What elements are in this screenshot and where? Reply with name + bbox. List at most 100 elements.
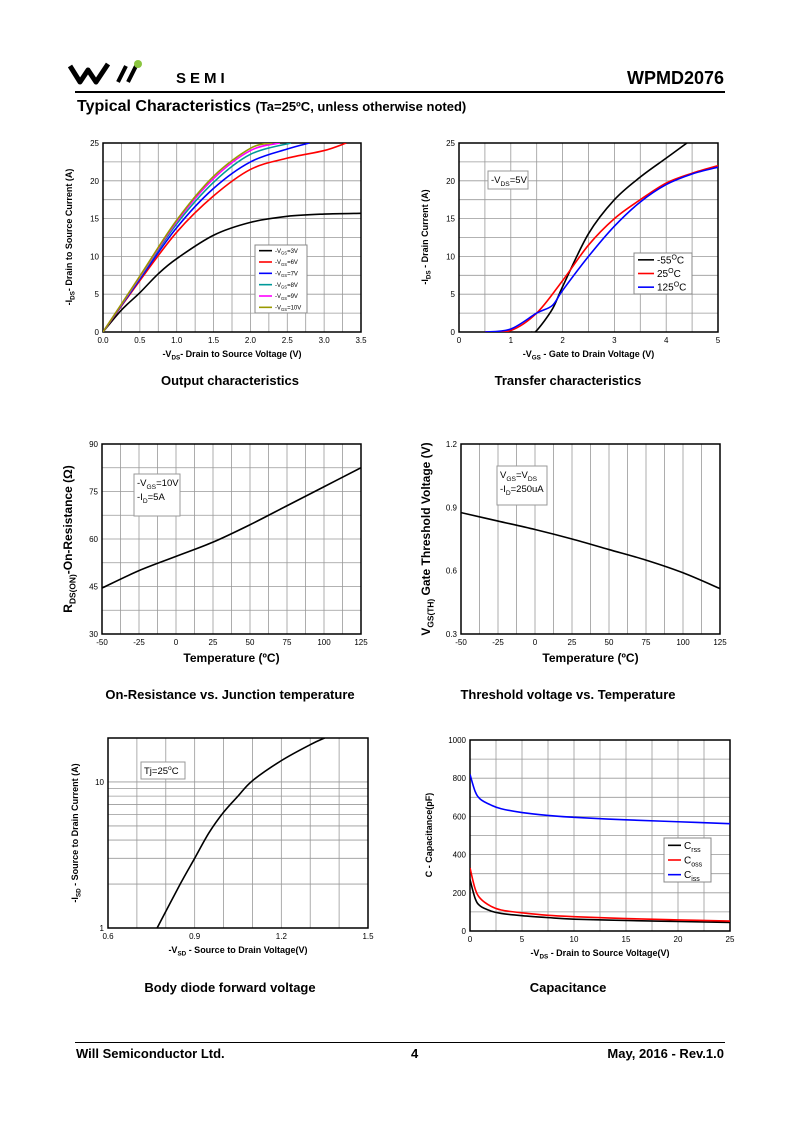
text-segment: - Drain Current (A) — [420, 189, 430, 270]
legend-entry: -VGS​=9V — [275, 294, 298, 301]
x-tick-label: 0.6 — [102, 932, 114, 941]
text-segment: -V — [530, 948, 539, 958]
y-tick-label: 20 — [446, 177, 455, 186]
series-line — [484, 164, 718, 332]
x-tick-label: 2 — [560, 336, 565, 345]
y-tick-label: 30 — [89, 630, 98, 639]
text-segment: -I — [500, 484, 506, 495]
y-tick-label: 20 — [90, 177, 99, 186]
x-tick-label: -50 — [455, 638, 467, 647]
condition-box — [487, 170, 529, 190]
x-tick-label: -50 — [96, 638, 108, 647]
x-tick-label: 25 — [568, 638, 577, 647]
text-segment: O — [674, 282, 680, 289]
text-segment: -V — [137, 478, 147, 489]
text-segment: C — [684, 841, 691, 852]
text-segment: =3V — [287, 249, 298, 255]
x-tick-label: 2.5 — [282, 336, 294, 345]
series-line — [103, 143, 273, 332]
text-segment: GS — [281, 296, 287, 301]
header-divider — [75, 91, 725, 93]
text-segment: -V — [275, 305, 281, 311]
footer-company: Will Semiconductor Ltd. — [76, 1046, 225, 1061]
text-segment: =5V — [510, 175, 528, 186]
caption-threshold: Threshold voltage vs. Temperature — [460, 687, 676, 702]
x-tick-label: 75 — [283, 638, 292, 647]
text-segment: Tj=25 — [144, 766, 168, 777]
y-tick-label: 0.6 — [446, 567, 458, 576]
text-segment: C — [677, 255, 684, 266]
text-segment: - Drain to Source Current (A) — [64, 169, 74, 292]
text-segment: =5A — [148, 492, 166, 503]
x-tick-label: 0 — [174, 638, 179, 647]
text-segment: o — [168, 765, 172, 772]
y-axis-label: C - Capacitance(pF) — [424, 793, 434, 878]
plot-frame — [458, 142, 719, 333]
text-segment: -I — [70, 897, 80, 903]
footer-date-rev: May, 2016 - Rev.1.0 — [607, 1046, 724, 1061]
text-segment: -On-Resistance (Ω) — [61, 465, 75, 574]
chart-3: -50 -25 0 25 50 75 100 125 30 45 60 75 90 Temperature… — [61, 440, 368, 665]
legend: -55O​C 25O​C 125O​C — [633, 252, 693, 295]
x-axis-label: -VDS​- Drain to Source Voltage (V) — [162, 349, 301, 362]
brand-text: SEMI — [176, 70, 229, 87]
text-segment: rss — [691, 847, 701, 854]
text-segment: -V — [168, 945, 177, 955]
page-title: Typical Characteristics (Ta=25ºC, unless… — [77, 98, 466, 116]
text-segment: DS — [426, 270, 433, 279]
text-segment: - Gate to Drain Voltage (V) — [541, 349, 654, 359]
legend: -VGS​=3V -VGS​=6V -VGS​=7V -VGS​=8V -VGS​=9V… — [254, 244, 308, 314]
plot-frame — [460, 443, 721, 635]
x-tick-label: 50 — [605, 638, 614, 647]
y-axis-label: VGS(TH)​ Gate Threshold Voltage (V) — [419, 442, 436, 635]
y-tick-label: 25 — [90, 139, 99, 148]
caption-body-diode: Body diode forward voltage — [144, 980, 316, 995]
x-tick-label: 20 — [674, 935, 683, 944]
footer-divider — [75, 1042, 725, 1043]
series-line — [470, 867, 730, 922]
text-segment: GS — [506, 476, 516, 483]
text-segment: =9V — [287, 294, 298, 300]
text-segment: O — [671, 254, 677, 261]
text-segment: V — [419, 628, 433, 636]
text-segment: Temperature (ºC) — [183, 651, 279, 665]
x-tick-label: 75 — [642, 638, 651, 647]
plot-frame — [469, 739, 731, 932]
condition-text: -VDS​=5V — [491, 175, 528, 188]
y-tick-label: 600 — [453, 812, 467, 821]
text-segment: GS — [281, 251, 287, 256]
x-tick-label: 4 — [664, 336, 669, 345]
y-tick-label: 0 — [451, 328, 456, 337]
legend-entry: -55O​C — [657, 254, 684, 266]
y-tick-label: 5 — [451, 290, 456, 299]
y-axis-label: -IDS​ - Drain Current (A) — [420, 189, 433, 284]
x-axis-label: Temperature (ºC) — [183, 651, 279, 665]
condition-box — [496, 465, 548, 506]
x-tick-label: 0 — [457, 336, 462, 345]
x-tick-label: 1.5 — [208, 336, 220, 345]
text-segment: =10V — [287, 305, 301, 311]
text-segment: - Drain to Source Voltage (V) — [180, 349, 301, 359]
text-segment: C — [679, 283, 686, 294]
text-segment: GS — [281, 273, 287, 278]
x-tick-label: 10 — [570, 935, 579, 944]
footer-page: 4 — [411, 1046, 419, 1061]
condition-text: Tj=25o​C — [144, 765, 179, 777]
chart-6: 0 5 10 15 20 25 0 200 400 600 800 1000 -VDS​ - Drain… — [424, 736, 735, 961]
series-line — [103, 143, 347, 332]
condition-text: VGS​=VDS​ — [500, 470, 538, 483]
x-tick-label: 25 — [726, 935, 735, 944]
y-tick-label: 25 — [446, 139, 455, 148]
text-segment: V — [500, 470, 507, 481]
text-segment: -V — [275, 249, 281, 255]
text-segment: DS — [539, 954, 548, 961]
y-tick-label: 0.9 — [446, 503, 458, 512]
text-segment: GS — [281, 285, 287, 290]
text-segment: =10V — [156, 478, 179, 489]
text-segment: SD — [76, 888, 83, 897]
text-segment: =7V — [287, 271, 298, 277]
text-segment: C — [684, 856, 691, 867]
text-segment: -V — [523, 349, 532, 359]
series-line — [484, 166, 718, 332]
